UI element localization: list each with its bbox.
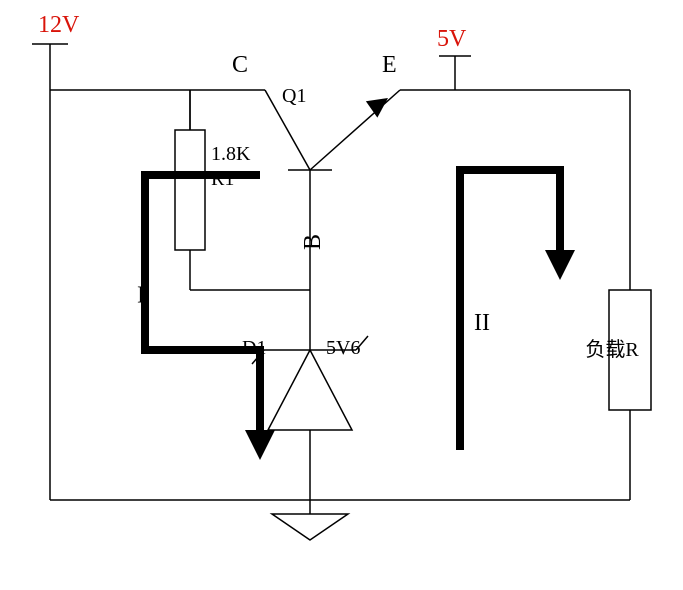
loop-ii-label: II: [474, 310, 490, 336]
emitter-label: E: [382, 52, 397, 78]
schematic-path: [272, 514, 348, 540]
base-label: B: [300, 234, 326, 250]
schematic-polygon: [366, 98, 388, 118]
schematic-line: [310, 90, 400, 170]
loop-i-arrow: [245, 430, 275, 460]
load-label: 负载R: [585, 338, 639, 361]
q1-label: Q1: [282, 85, 306, 107]
vin-label: 12V: [38, 12, 80, 38]
loop-i-path: [145, 175, 260, 440]
collector-label: C: [232, 52, 248, 78]
r1-value: 1.8K: [211, 143, 251, 165]
r1-body: [175, 130, 205, 250]
d1-value: 5V6: [326, 337, 360, 359]
loop-ii-arrow: [545, 250, 575, 280]
vout-label: 5V: [437, 26, 467, 52]
schematic-path: [268, 350, 352, 430]
loop-i-label: I: [137, 283, 145, 309]
